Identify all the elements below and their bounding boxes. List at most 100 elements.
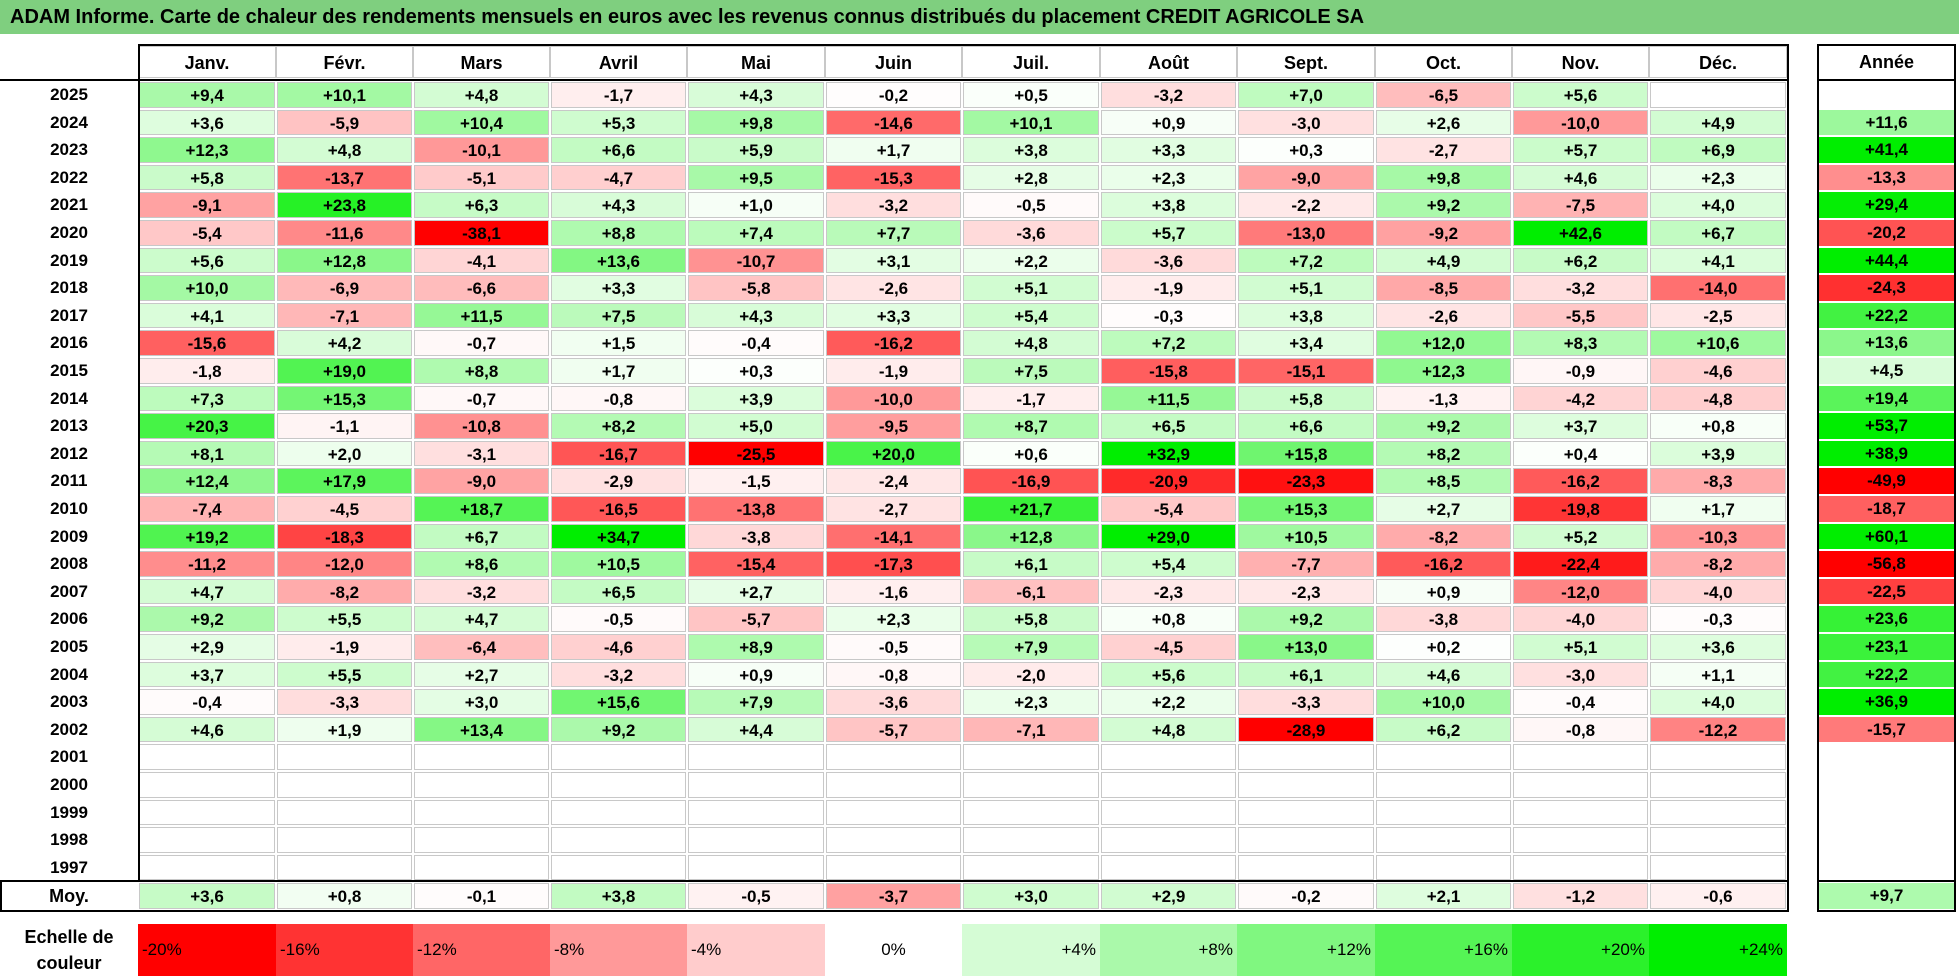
- heatmap-cell: -10,0: [826, 385, 961, 412]
- heatmap-cell: -2,0: [963, 661, 1099, 688]
- annual-cell: +53,7: [1819, 413, 1954, 439]
- heatmap-cell: -23,3: [1238, 468, 1374, 494]
- annual-cell: [1819, 799, 1954, 826]
- heatmap-cell: -0,7: [414, 330, 549, 356]
- heatmap-cell: +3,3: [551, 275, 686, 301]
- heatmap-cell: -0,5: [551, 606, 686, 632]
- heatmap-cell: -1,7: [963, 385, 1099, 412]
- heatmap-cell: +8,6: [414, 551, 549, 577]
- heatmap-cell: +4,3: [688, 82, 824, 108]
- heatmap-cell: +10,0: [139, 275, 275, 301]
- heatmap-cell: -0,8: [551, 385, 686, 412]
- heatmap-cell: +5,4: [963, 302, 1099, 329]
- color-scale-stop: +8%: [1100, 924, 1237, 976]
- heatmap-cell: -0,5: [826, 634, 961, 660]
- heatmap-cell: +4,0: [1650, 192, 1786, 218]
- heatmap-cell: -3,8: [1376, 606, 1511, 632]
- heatmap-cell: [826, 772, 961, 798]
- year-label: 2003: [50, 692, 88, 712]
- heatmap-cell: -3,6: [963, 220, 1099, 246]
- heatmap-cell: [1376, 854, 1511, 881]
- heatmap-cell: -16,5: [551, 496, 686, 522]
- heatmap-cell: +13,6: [551, 247, 686, 274]
- heatmap-cell: +7,5: [551, 302, 686, 329]
- heatmap-cell: -4,2: [1513, 385, 1648, 412]
- heatmap-cell: +6,3: [414, 192, 549, 218]
- heatmap-cell: -6,4: [414, 634, 549, 660]
- average-cell: -0,2: [1238, 883, 1374, 909]
- heatmap-cell: +3,3: [1101, 137, 1236, 163]
- heatmap-cell: -7,1: [277, 302, 412, 329]
- heatmap-cell: -9,2: [1376, 220, 1511, 246]
- heatmap-cell: +2,0: [277, 440, 412, 467]
- heatmap-cell: -16,2: [1513, 468, 1648, 494]
- heatmap-cell: +7,0: [1238, 82, 1374, 108]
- heatmap-cell: [688, 799, 824, 826]
- heatmap-cell: -7,4: [139, 496, 275, 522]
- heatmap-cell: -1,9: [826, 358, 961, 384]
- heatmap-cell: -9,1: [139, 192, 275, 218]
- heatmap-cell: +20,0: [826, 440, 961, 467]
- heatmap-cell: [1101, 827, 1236, 853]
- heatmap-cell: [551, 854, 686, 881]
- heatmap-cell: +4,6: [1376, 661, 1511, 688]
- heatmap-cell: -3,2: [1101, 82, 1236, 108]
- annual-cell: +23,6: [1819, 606, 1954, 632]
- heatmap-cell: -13,7: [277, 164, 412, 191]
- heatmap-cell: +3,1: [826, 247, 961, 274]
- heatmap-cell: +9,4: [139, 82, 275, 108]
- year-label: 2004: [50, 664, 88, 684]
- heatmap-cell: -12,0: [277, 551, 412, 577]
- year-label: 2014: [50, 388, 88, 408]
- year-label: 2017: [50, 305, 88, 325]
- heatmap-cell: +3,7: [1513, 413, 1648, 439]
- heatmap-cell: +0,3: [1238, 137, 1374, 163]
- average-cell: +3,6: [139, 883, 275, 909]
- heatmap-cell: +7,9: [963, 634, 1099, 660]
- heatmap-cell: -14,0: [1650, 275, 1786, 301]
- heatmap-cell: +1,7: [826, 137, 961, 163]
- heatmap-cell: [551, 744, 686, 770]
- year-label: 2022: [50, 167, 88, 187]
- year-label: 2012: [50, 443, 88, 463]
- year-label: 2023: [50, 140, 88, 160]
- heatmap-cell: +10,4: [414, 109, 549, 136]
- heatmap-cell: +5,1: [963, 275, 1099, 301]
- heatmap-cell: -1,8: [139, 358, 275, 384]
- annual-cell: -18,7: [1819, 496, 1954, 522]
- heatmap-cell: +12,8: [277, 247, 412, 274]
- annual-cell: +22,2: [1819, 302, 1954, 329]
- heatmap-cell: +1,9: [277, 716, 412, 743]
- heatmap-cell: -17,3: [826, 551, 961, 577]
- heatmap-cell: +8,9: [688, 634, 824, 660]
- heatmap-cell: [826, 744, 961, 770]
- heatmap-cell: [414, 827, 549, 853]
- heatmap-cell: [139, 772, 275, 798]
- annual-cell: -20,2: [1819, 220, 1954, 246]
- annual-cell: +38,9: [1819, 440, 1954, 467]
- heatmap-cell: -1,6: [826, 578, 961, 605]
- average-cell: +3,8: [551, 883, 686, 909]
- heatmap-cell: [688, 827, 824, 853]
- heatmap-cell: -4,5: [277, 496, 412, 522]
- annual-cell: [1819, 744, 1954, 770]
- heatmap-cell: -0,4: [688, 330, 824, 356]
- average-cell: -1,2: [1513, 883, 1648, 909]
- heatmap-cell: -15,1: [1238, 358, 1374, 384]
- heatmap-cell: +13,0: [1238, 634, 1374, 660]
- heatmap-cell: [688, 772, 824, 798]
- heatmap-cell: [963, 772, 1099, 798]
- color-scale-stop: -8%: [550, 924, 687, 976]
- heatmap-cell: +9,2: [1238, 606, 1374, 632]
- heatmap-cell: -14,1: [826, 523, 961, 550]
- heatmap-cell: -4,0: [1650, 578, 1786, 605]
- heatmap-cell: [139, 827, 275, 853]
- heatmap-cell: +4,8: [277, 137, 412, 163]
- heatmap-cell: -1,3: [1376, 385, 1511, 412]
- heatmap-cell: +2,8: [963, 164, 1099, 191]
- year-label: 2025: [50, 85, 88, 104]
- heatmap-cell: +10,5: [551, 551, 686, 577]
- heatmap-cell: +7,7: [826, 220, 961, 246]
- heatmap-cell: [139, 799, 275, 826]
- heatmap-cell: +32,9: [1101, 440, 1236, 467]
